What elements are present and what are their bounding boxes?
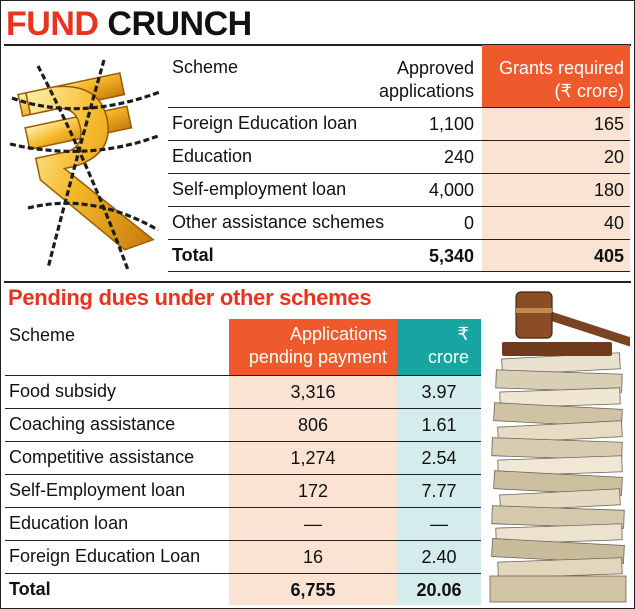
- header-applications-pending: Applications pending payment: [229, 319, 397, 375]
- page-title: FUND CRUNCH: [6, 4, 252, 44]
- cell-approved: 0: [463, 213, 474, 233]
- cell-pending: 806: [229, 409, 397, 441]
- table-total-row: Total 6,755 20.06: [5, 573, 481, 605]
- header-pending-line2: pending payment: [248, 347, 387, 367]
- cell-scheme: Education: [172, 146, 253, 166]
- cell-scheme: Total: [9, 579, 51, 599]
- table-row: Competitive assistance 1,274 2.54: [5, 441, 481, 474]
- table-row: Self-employment loan 4,000 180: [168, 173, 630, 206]
- section-divider: [4, 281, 631, 283]
- cell-grants: 40: [482, 207, 630, 239]
- header-grants-line2: (₹ crore): [554, 81, 624, 101]
- header-pending-line1: Applications: [289, 324, 387, 344]
- cell-scheme: Education loan: [9, 513, 129, 533]
- cell-crore: 7.77: [397, 475, 481, 507]
- cell-crore: 20.06: [397, 574, 481, 605]
- cell-scheme: Food subsidy: [9, 381, 117, 401]
- cell-scheme: Foreign Education Loan: [9, 546, 201, 566]
- cell-scheme: Self-employment loan: [172, 179, 347, 199]
- cell-crore: 3.97: [397, 376, 481, 408]
- cell-pending: 16: [229, 541, 397, 573]
- cell-pending: 1,274: [229, 442, 397, 474]
- table-row: Other assistance schemes 0 40: [168, 206, 630, 239]
- table-row: Foreign Education Loan 16 2.40: [5, 540, 481, 573]
- title-word-fund: FUND: [6, 5, 99, 43]
- table-row: Education loan — —: [5, 507, 481, 540]
- cell-grants: 180: [482, 174, 630, 206]
- table-row: Education 240 20: [168, 140, 630, 173]
- grants-table-header: Scheme Approved applications Grants requ…: [168, 45, 630, 107]
- pending-table-header: Scheme Applications pending payment ₹ cr…: [5, 319, 481, 375]
- cell-approved: 1,100: [428, 114, 474, 134]
- cell-grants: 165: [482, 108, 630, 140]
- header-approved-applications: Approved applications: [368, 57, 474, 103]
- cell-crore: 2.40: [397, 541, 481, 573]
- cell-scheme: Other assistance schemes: [172, 212, 385, 232]
- table-row: Coaching assistance 806 1.61: [5, 408, 481, 441]
- header-grants-required: Grants required (₹ crore): [482, 45, 630, 107]
- cell-scheme: Self-Employment loan: [9, 480, 186, 500]
- header-crore-line1: ₹: [457, 324, 469, 344]
- cell-pending: 3,316: [229, 376, 397, 408]
- header-approved-line1: Approved: [396, 58, 474, 78]
- section-title: Pending dues under other schemes: [8, 285, 372, 310]
- table-row: Foreign Education loan 1,100 165: [168, 107, 630, 140]
- cell-grants: 405: [482, 240, 630, 271]
- cell-pending: 172: [229, 475, 397, 507]
- file-stack-gavel-icon: [489, 291, 630, 603]
- cell-scheme: Competitive assistance: [9, 447, 195, 467]
- title-divider: [4, 44, 631, 46]
- cell-approved: 5,340: [428, 246, 474, 266]
- header-scheme: Scheme: [9, 325, 76, 345]
- header-approved-line2: applications: [378, 81, 474, 101]
- cell-pending: 6,755: [229, 574, 397, 605]
- cell-pending: —: [229, 508, 397, 540]
- grants-table: Scheme Approved applications Grants requ…: [168, 45, 630, 272]
- cell-crore: 1.61: [397, 409, 481, 441]
- cell-crore: 2.54: [397, 442, 481, 474]
- chained-rupee-icon: [9, 59, 161, 271]
- cell-approved: 4,000: [428, 180, 474, 200]
- cell-grants: 20: [482, 141, 630, 173]
- header-crore: ₹ crore: [397, 319, 481, 375]
- header-crore-line2: crore: [427, 347, 469, 367]
- cell-crore: —: [397, 508, 481, 540]
- header-scheme: Scheme: [172, 57, 239, 77]
- cell-approved: 240: [443, 147, 474, 167]
- table-row: Self-Employment loan 172 7.77: [5, 474, 481, 507]
- table-row: Food subsidy 3,316 3.97: [5, 375, 481, 408]
- pending-dues-table: Scheme Applications pending payment ₹ cr…: [5, 319, 481, 605]
- cell-scheme: Coaching assistance: [9, 414, 176, 434]
- cell-scheme: Foreign Education loan: [172, 113, 358, 133]
- cell-scheme: Total: [172, 245, 214, 265]
- header-grants-line1: Grants required: [498, 58, 624, 78]
- title-word-crunch: CRUNCH: [107, 5, 252, 43]
- table-total-row: Total 5,340 405: [168, 239, 630, 272]
